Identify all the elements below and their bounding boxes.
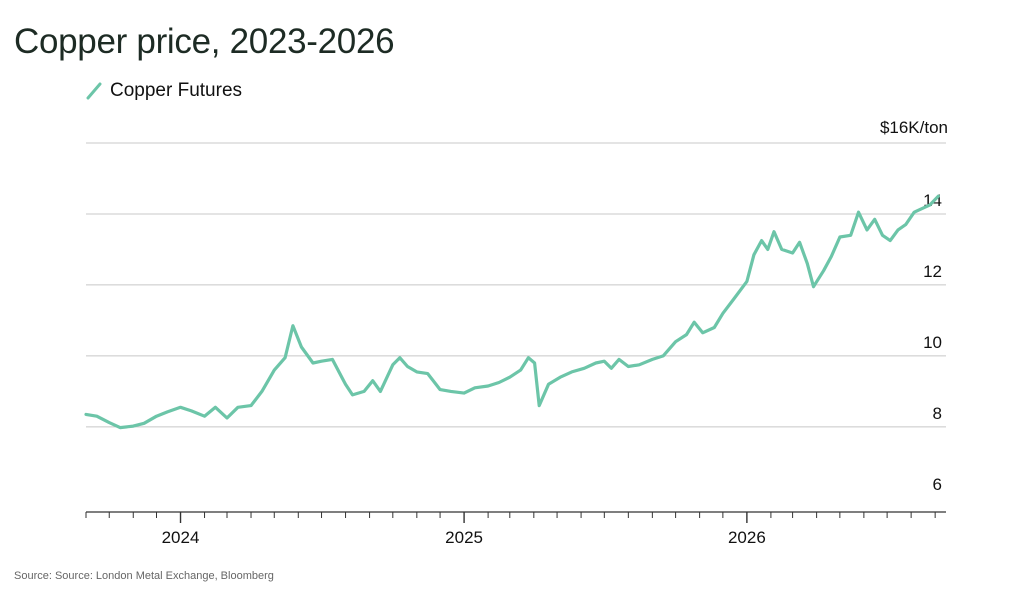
x-tick-label: 2025: [445, 528, 483, 547]
grid-lines: [86, 142, 946, 428]
chart-title: Copper price, 2023-2026: [14, 22, 395, 61]
series-line: [84, 194, 940, 430]
legend-line-icon: [86, 82, 102, 100]
chart-legend: Copper Futures: [86, 80, 242, 102]
legend-series-label: Copper Futures: [110, 80, 243, 101]
x-tick-label: 2026: [728, 528, 766, 547]
series-copper-futures: [84, 194, 940, 430]
y-tick-label: 8: [933, 404, 942, 423]
x-axis: 2024 2025 2026: [85, 511, 946, 547]
y-tick-label: 12: [923, 262, 942, 281]
source-note: Source: Source: London Metal Exchange, B…: [14, 570, 274, 582]
y-tick-label: 10: [923, 333, 942, 352]
y-unit-label: $16K/ton: [880, 118, 948, 137]
x-tick-label: 2024: [162, 528, 200, 547]
y-tick-label: 6: [933, 475, 942, 494]
